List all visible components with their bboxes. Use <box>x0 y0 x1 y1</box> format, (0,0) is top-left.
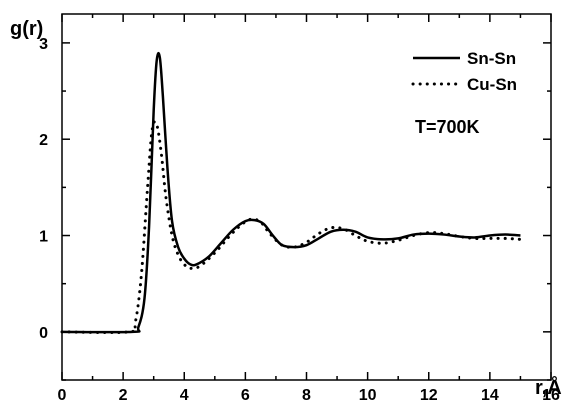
x-tick-label: 12 <box>420 387 438 404</box>
legend-label-sn-sn: Sn-Sn <box>467 49 516 68</box>
x-tick-label: 14 <box>481 387 499 404</box>
series-line-cu-sn <box>60 120 522 335</box>
y-tick-label: 0 <box>39 325 48 342</box>
legend: Sn-Sn Cu-Sn <box>411 49 517 94</box>
y-tick-label: 2 <box>39 132 48 149</box>
y-tick-label: 3 <box>39 36 48 53</box>
temperature-annotation: T=700K <box>415 117 480 137</box>
y-tick-label: 1 <box>39 229 48 246</box>
x-tick-label: 2 <box>119 387 128 404</box>
series-lines <box>60 51 522 335</box>
x-tick-label: 8 <box>302 387 311 404</box>
y-axis-label: g(r) <box>10 18 43 40</box>
x-tick-label: 0 <box>58 387 67 404</box>
series-line-sn-sn <box>61 51 521 334</box>
x-tick-label: 6 <box>241 387 250 404</box>
legend-label-cu-sn: Cu-Sn <box>467 75 517 94</box>
x-axis-label: r,Å <box>535 375 562 399</box>
x-tick-label: 4 <box>180 387 189 404</box>
plot-frame <box>61 13 552 381</box>
x-tick-label: 16 <box>542 387 560 404</box>
x-tick-label: 10 <box>359 387 377 404</box>
